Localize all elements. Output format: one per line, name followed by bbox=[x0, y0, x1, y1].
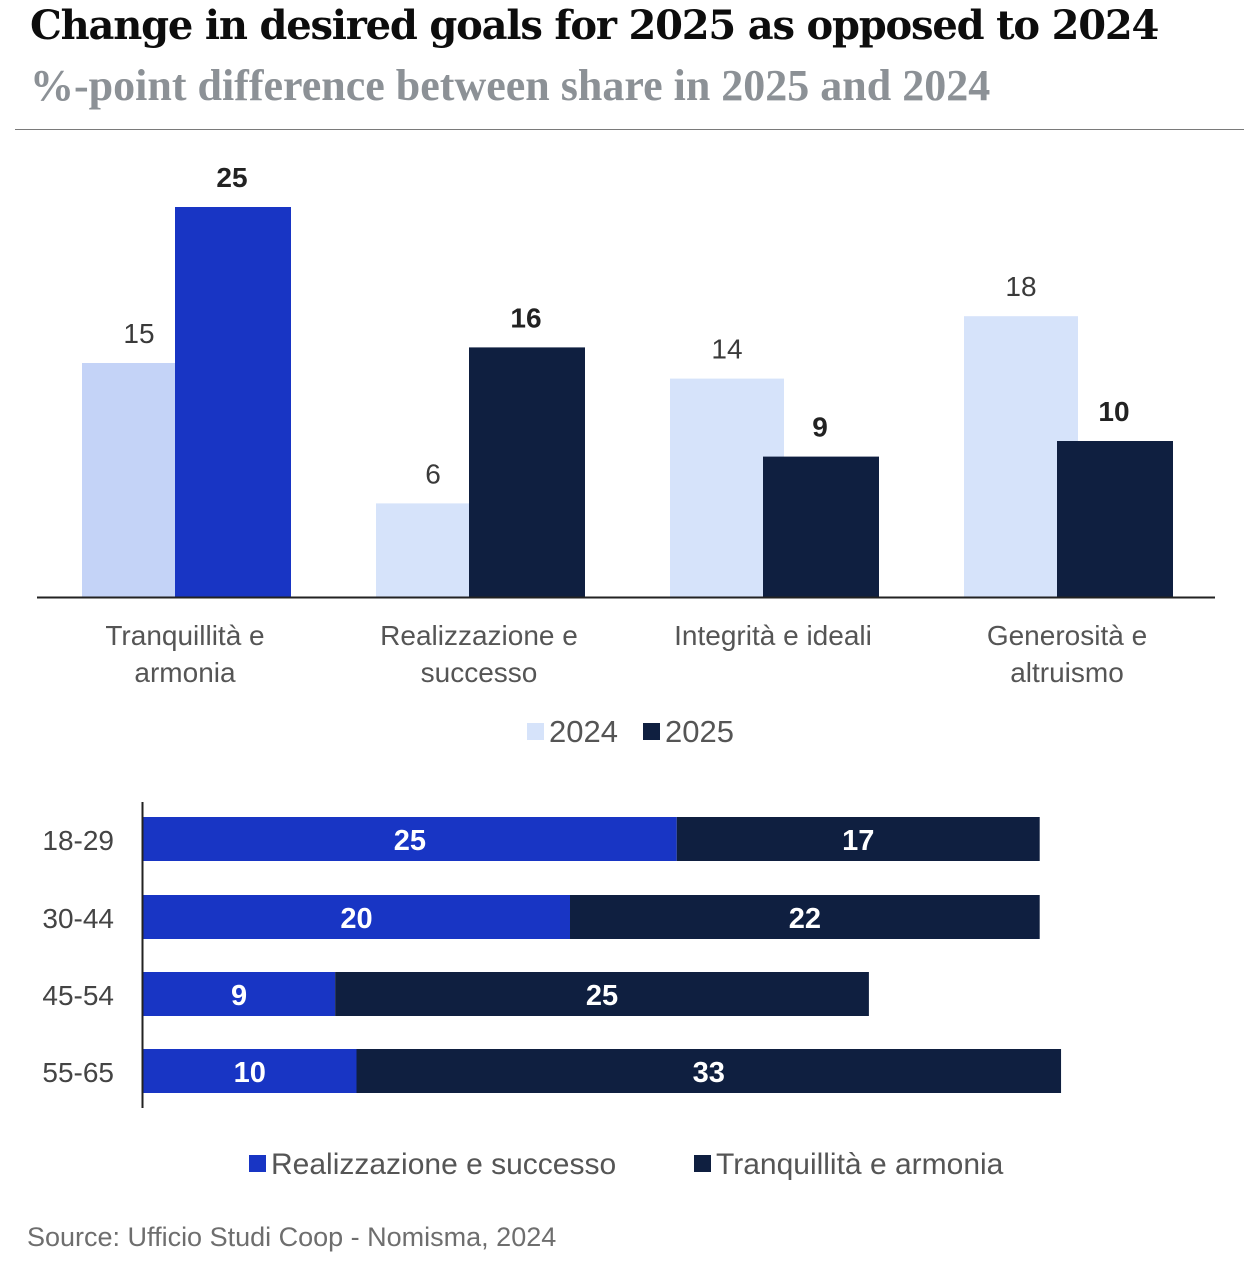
category-label-0-0: Tranquillità e bbox=[105, 620, 264, 651]
chart-subtitle: %-point difference between share in 2025… bbox=[30, 61, 991, 110]
segment-label-0-3: 10 bbox=[234, 1057, 266, 1089]
source-note: Source: Ufficio Studi Coop - Nomisma, 20… bbox=[27, 1222, 557, 1252]
category-label-1-1: successo bbox=[421, 657, 538, 688]
stacked-segment-0-2 bbox=[143, 972, 336, 1016]
age-label-0: 18-29 bbox=[42, 825, 114, 856]
stacked-segment-0-0 bbox=[143, 817, 677, 861]
segment-label-1-1: 22 bbox=[789, 903, 821, 935]
data-label-2024-2: 14 bbox=[711, 334, 742, 365]
category-label-3-1: altruismo bbox=[1010, 657, 1124, 688]
bar-2025-1 bbox=[469, 347, 585, 597]
data-label-2025-0: 25 bbox=[216, 162, 247, 193]
segment-label-0-2: 9 bbox=[231, 980, 247, 1012]
data-label-2025-3: 10 bbox=[1098, 396, 1129, 427]
legend-label-2024: 2024 bbox=[549, 714, 618, 749]
category-label-3-0: Generosità e bbox=[987, 620, 1147, 651]
header-divider bbox=[15, 129, 1244, 130]
category-label-0-1: armonia bbox=[134, 657, 236, 688]
data-label-2024-0: 15 bbox=[123, 318, 154, 349]
stacked-segment-1-3 bbox=[356, 1049, 1062, 1093]
legend-label-2025: 2025 bbox=[665, 714, 734, 749]
segment-label-0-1: 20 bbox=[340, 903, 372, 935]
segment-label-1-2: 25 bbox=[586, 980, 618, 1012]
segment-label-1-0: 17 bbox=[842, 825, 874, 857]
age-label-1: 30-44 bbox=[42, 903, 114, 934]
data-label-2024-3: 18 bbox=[1005, 271, 1036, 302]
segment-label-1-3: 33 bbox=[693, 1057, 725, 1089]
age-label-3: 55-65 bbox=[42, 1057, 114, 1088]
legend2-swatch-1 bbox=[694, 1155, 711, 1172]
segment-label-0-0: 25 bbox=[394, 825, 426, 857]
legend2-label-0: Realizzazione e successo bbox=[271, 1148, 616, 1181]
data-label-2025-2: 9 bbox=[812, 412, 828, 443]
stacked-segment-0-1 bbox=[143, 895, 570, 939]
stacked-segment-1-0 bbox=[676, 817, 1040, 861]
bar-2025-2 bbox=[763, 456, 879, 597]
bar-2025-3 bbox=[1057, 441, 1173, 597]
stacked-segment-1-2 bbox=[335, 972, 869, 1016]
data-label-2025-1: 16 bbox=[510, 302, 541, 333]
chart-title: Change in desired goals for 2025 as oppo… bbox=[30, 2, 1159, 49]
legend-swatch-2025 bbox=[643, 723, 660, 740]
category-label-1-0: Realizzazione e bbox=[380, 620, 578, 651]
data-label-2024-1: 6 bbox=[425, 458, 441, 489]
age-label-2: 45-54 bbox=[42, 980, 114, 1011]
legend2-swatch-0 bbox=[249, 1155, 266, 1172]
stacked-segment-1-1 bbox=[570, 895, 1040, 939]
legend-swatch-2024 bbox=[527, 723, 544, 740]
category-label-2-0: Integrità e ideali bbox=[674, 620, 872, 651]
stacked-segment-0-3 bbox=[143, 1049, 357, 1093]
bar-2025-0 bbox=[175, 207, 291, 597]
legend2-label-1: Tranquillità e armonia bbox=[716, 1148, 1004, 1181]
